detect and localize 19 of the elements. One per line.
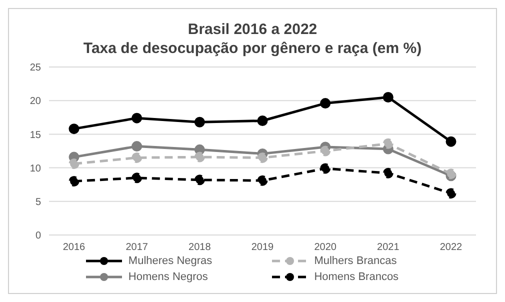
y-tick-label: 0 — [35, 230, 42, 242]
y-tick-label: 20 — [30, 96, 42, 108]
x-tick-label: 2018 — [188, 242, 212, 254]
x-tick-label: 2017 — [126, 242, 148, 254]
x-tick-label: 2020 — [314, 242, 337, 254]
x-tick-label: 2019 — [251, 242, 274, 254]
x-tick-label: 2022 — [440, 242, 463, 254]
legend-label: Homens Negros — [128, 271, 208, 283]
y-tick-label: 15 — [30, 130, 42, 141]
chart-title: Brasil 2016 a 2022 — [186, 21, 318, 38]
x-tick-label: 2021 — [377, 242, 400, 254]
chart-subtitle: Taxa de desocupação por gênero e raça (em %) — [82, 40, 423, 57]
legend-label: Homens Brancos — [314, 271, 399, 283]
x-tick-label: 2016 — [62, 242, 86, 254]
legend-label: Mulheres Negras — [128, 255, 212, 267]
legend-label: Mulhers Brancas — [314, 255, 397, 267]
y-tick-label: 25 — [30, 62, 42, 74]
y-tick-label: 5 — [35, 196, 42, 208]
y-tick-label: 10 — [30, 163, 42, 174]
